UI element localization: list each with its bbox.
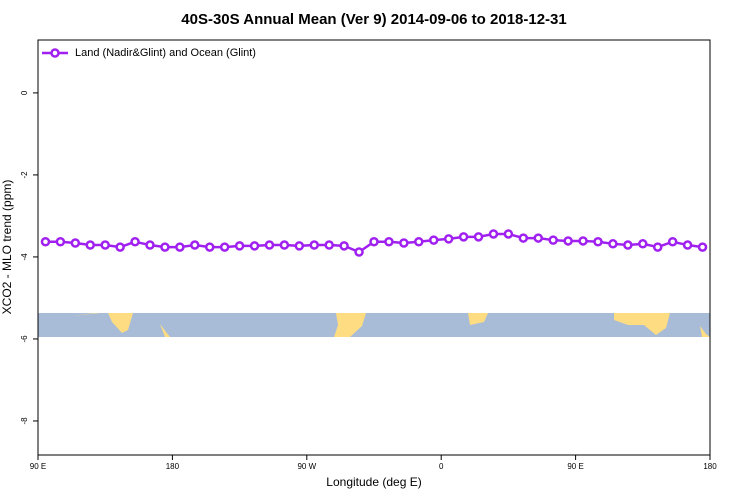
data-point	[145, 240, 155, 250]
y-tick-label: -8	[20, 417, 29, 425]
map-strip	[38, 313, 710, 337]
chart-title: 40S-30S Annual Mean (Ver 9) 2014-09-06 t…	[181, 11, 566, 28]
data-point	[623, 240, 633, 250]
data-point	[488, 229, 499, 239]
data-point	[608, 239, 618, 249]
y-tick-label: -4	[20, 253, 29, 261]
data-point	[294, 241, 305, 251]
x-tick-label: 90 E	[567, 462, 583, 471]
data-point	[667, 237, 678, 247]
data-point	[473, 232, 484, 242]
data-point	[563, 236, 573, 246]
data-point	[55, 237, 66, 247]
data-point	[593, 237, 603, 247]
x-tick-label: 90 W	[297, 462, 316, 471]
data-point	[100, 240, 110, 250]
data-point	[697, 242, 708, 252]
data-point	[219, 242, 230, 252]
data-point	[369, 237, 379, 247]
data-point	[518, 233, 529, 243]
data-point	[324, 240, 334, 250]
legend-marker	[50, 48, 60, 58]
y-tick-label: -2	[20, 171, 29, 179]
data-point	[40, 237, 51, 247]
data-point	[115, 242, 125, 252]
data-point	[264, 240, 275, 250]
data-point	[428, 235, 439, 245]
data-point	[130, 237, 140, 247]
data-point	[578, 236, 588, 246]
data-point	[414, 237, 424, 247]
y-tick-label: -6	[20, 335, 29, 343]
data-point	[354, 247, 364, 257]
data-point	[234, 241, 245, 251]
data-point	[533, 233, 544, 243]
x-axis-label: Longitude (deg E)	[326, 475, 421, 489]
data-point	[175, 242, 185, 252]
plot-frame	[37, 39, 711, 456]
data-point	[503, 229, 514, 239]
legend-label: Land (Nadir&Glint) and Ocean (Glint)	[75, 47, 256, 59]
data-point	[160, 242, 170, 252]
data-point	[309, 240, 320, 250]
data-point	[652, 242, 663, 252]
data-point	[85, 240, 96, 250]
data-point	[249, 241, 260, 251]
data-point	[548, 235, 558, 245]
data-point	[458, 232, 469, 242]
data-point	[399, 238, 409, 248]
data-point	[339, 241, 349, 251]
data-point	[443, 234, 454, 244]
data-point	[682, 240, 693, 250]
y-axis-label: XCO2 - MLO trend (ppm)	[0, 180, 14, 315]
x-tick-label: 180	[166, 462, 180, 471]
x-tick-label: 0	[439, 462, 444, 471]
data-point	[279, 240, 290, 250]
x-tick-label: 90 E	[30, 462, 46, 471]
y-tick-label: 0	[20, 90, 29, 95]
data-point	[190, 240, 200, 250]
data-point	[384, 237, 394, 247]
data-point	[70, 238, 81, 248]
x-tick-label: 180	[703, 462, 717, 471]
data-point	[204, 242, 215, 252]
data-point	[638, 239, 648, 249]
